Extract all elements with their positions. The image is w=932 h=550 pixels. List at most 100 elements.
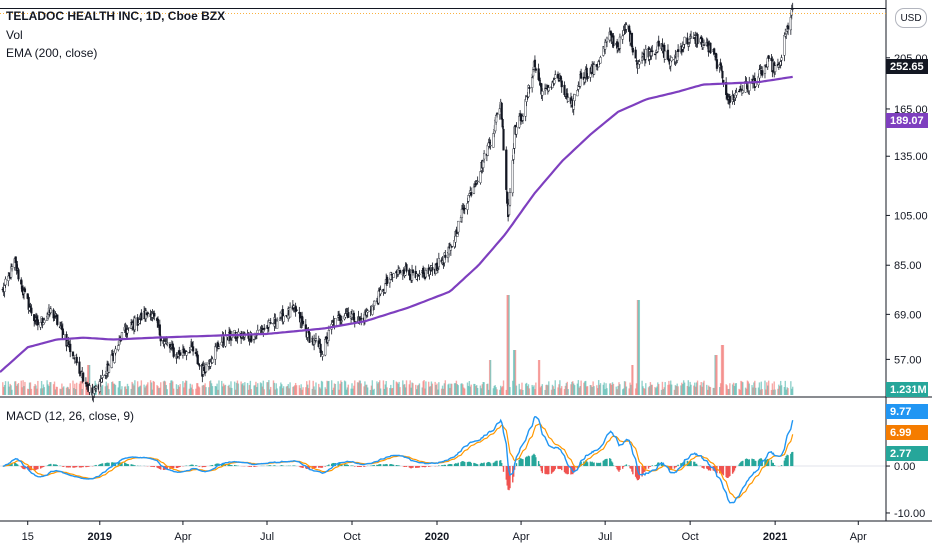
candle-body xyxy=(556,73,560,79)
candle-body xyxy=(437,258,440,268)
volume-bar xyxy=(429,386,432,395)
macd-histogram-bar xyxy=(171,466,173,469)
candle-body xyxy=(515,126,518,135)
macd-histogram-bar xyxy=(389,464,391,467)
macd-histogram-bar xyxy=(538,464,541,467)
macd-histogram-bar xyxy=(630,466,632,469)
macd-histogram-bar xyxy=(235,465,238,467)
macd-histogram-bar xyxy=(661,463,664,467)
volume-bar xyxy=(325,388,327,395)
macd-legend[interactable]: MACD (12, 26, close, 9) xyxy=(6,409,135,423)
volume-bar xyxy=(195,388,197,395)
macd-histogram-bar xyxy=(463,461,465,467)
volume-bar xyxy=(7,381,10,395)
volume-bar xyxy=(577,380,580,395)
time-tick-label: 2020 xyxy=(425,531,449,543)
macd-histogram-bar xyxy=(675,466,677,468)
macd-histogram-bar xyxy=(786,454,788,467)
volume-bar xyxy=(279,386,281,395)
macd-histogram-bar xyxy=(758,458,761,467)
volume-bar xyxy=(371,380,374,395)
volume-bar xyxy=(62,387,64,395)
candle-body xyxy=(501,119,504,128)
volume-bar xyxy=(131,381,133,395)
macd-histogram-bar xyxy=(39,466,42,469)
volume-bar xyxy=(535,382,537,395)
price-tick-label: 105.00 xyxy=(894,210,928,222)
volume-bar xyxy=(618,382,620,395)
macd-histogram-bar xyxy=(688,461,690,467)
candle-body xyxy=(789,17,792,31)
volume-bar xyxy=(153,381,155,395)
volume-bar xyxy=(392,380,395,395)
volume-bar xyxy=(683,382,686,395)
volume-bar xyxy=(524,383,527,395)
volume-bar xyxy=(663,387,665,395)
volume-bar xyxy=(33,386,35,395)
macd-histogram-bar xyxy=(412,466,414,468)
ema-legend[interactable]: EMA (200, close) xyxy=(6,46,98,60)
macd-histogram-bar xyxy=(134,465,136,467)
macd-histogram-bar xyxy=(321,466,324,468)
volume-bar xyxy=(27,388,29,395)
candle-body xyxy=(398,270,402,274)
volume-bar xyxy=(435,384,437,395)
volume-bar xyxy=(752,387,754,395)
macd-histogram-bar xyxy=(198,466,201,467)
volume-bar xyxy=(59,388,61,395)
volume-bar xyxy=(73,388,75,395)
volume-bar xyxy=(415,389,418,395)
candle-body xyxy=(156,318,160,328)
macd-histogram-bar xyxy=(301,466,303,468)
volume-bar xyxy=(637,300,640,395)
macd-histogram-bar xyxy=(592,462,594,467)
macd-histogram-bar xyxy=(734,466,737,469)
macd-histogram-bar xyxy=(28,466,31,471)
macd-histogram-bar xyxy=(482,463,484,467)
volume-bar xyxy=(147,382,149,395)
volume-bar xyxy=(160,382,162,395)
volume-bar xyxy=(346,387,349,395)
candle-body xyxy=(605,37,609,43)
macd-histogram-bar xyxy=(651,465,653,467)
candle-body xyxy=(476,180,479,183)
volume-bar xyxy=(298,385,301,395)
currency-button[interactable]: USD xyxy=(895,8,927,28)
macd-histogram-bar xyxy=(708,466,711,470)
candle-body xyxy=(71,351,75,357)
volume-bar xyxy=(158,388,160,395)
volume-bar xyxy=(184,380,187,395)
macd-tick-label: -10.00 xyxy=(894,508,925,520)
volume-bar xyxy=(197,383,199,395)
macd-histogram-bar xyxy=(53,464,56,467)
candle-body xyxy=(126,329,129,334)
candle-body xyxy=(495,115,498,123)
volume-bar xyxy=(686,385,689,395)
macd-histogram-bar xyxy=(603,460,605,467)
volume-bar xyxy=(87,365,89,395)
candle-body xyxy=(252,338,256,341)
volume-bar xyxy=(518,383,520,395)
macd-histogram-bar xyxy=(14,462,16,467)
volume-bar xyxy=(132,383,134,395)
macd-histogram-bar xyxy=(455,463,458,467)
macd-histogram-bar xyxy=(631,466,633,472)
volume-bar xyxy=(650,384,653,395)
macd-histogram-bar xyxy=(75,466,77,468)
vol-legend[interactable]: Vol xyxy=(6,28,23,42)
volume-bar xyxy=(85,381,87,395)
macd-histogram-bar xyxy=(761,459,763,467)
macd-histogram-bar xyxy=(65,466,68,468)
volume-bar xyxy=(244,382,246,395)
macd-histogram-bar xyxy=(438,465,440,467)
volume-bar xyxy=(78,383,81,395)
macd-histogram-bar xyxy=(408,466,410,468)
volume-bar xyxy=(372,389,374,395)
volume-bar xyxy=(567,389,569,395)
volume-bar xyxy=(770,389,773,395)
volume-bar xyxy=(69,383,71,395)
volume-bar xyxy=(2,382,4,395)
volume-bar xyxy=(356,382,359,395)
volume-bar xyxy=(396,382,398,395)
